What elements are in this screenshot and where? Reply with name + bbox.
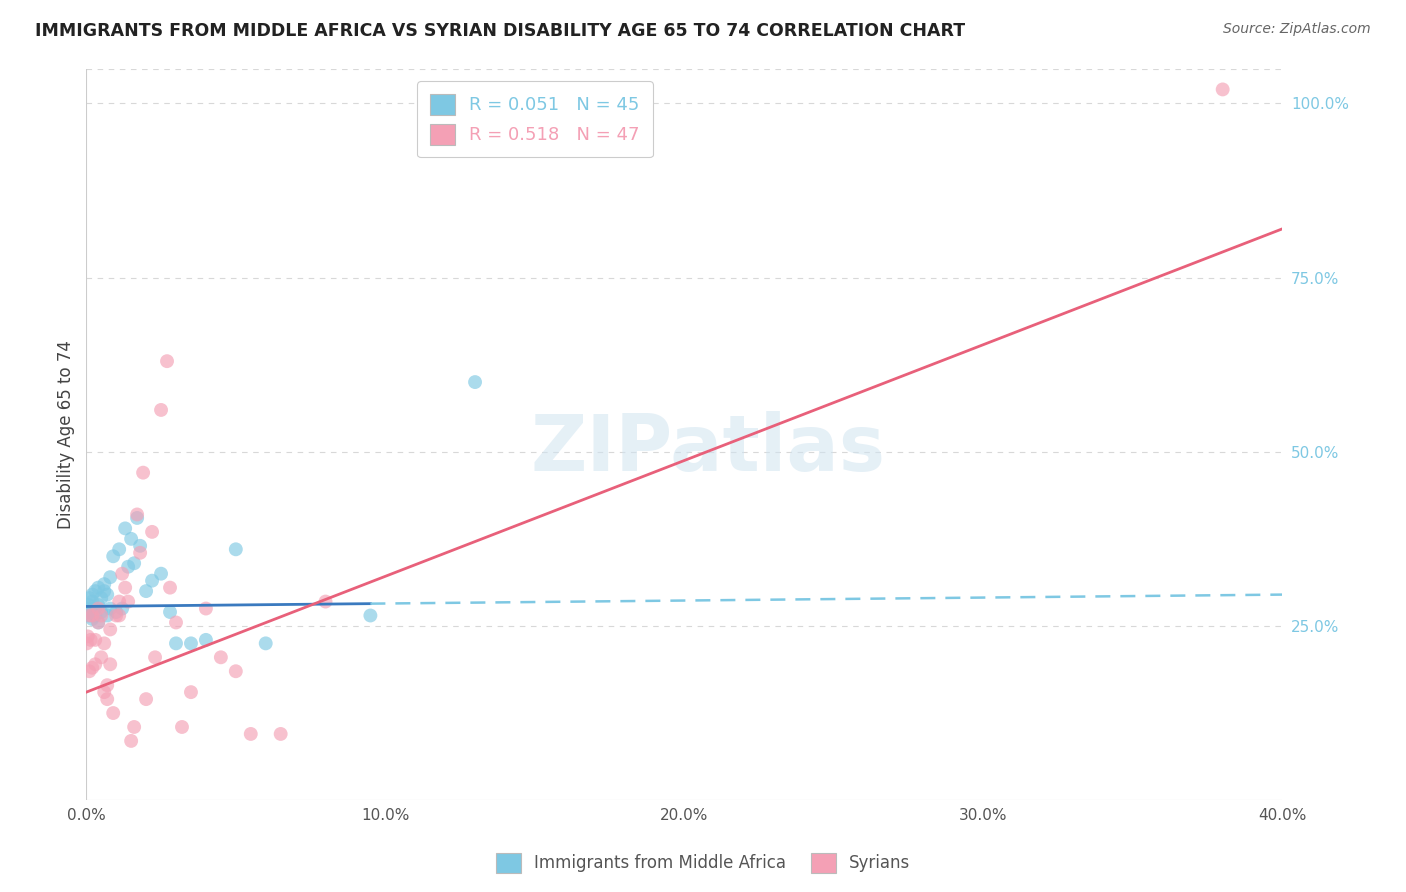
Point (122, 720, 145, 734)
Point (194, 601, 217, 615)
Text: Source: ZipAtlas.com: Source: ZipAtlas.com (1223, 22, 1371, 37)
Point (98, 623, 121, 637)
Point (111, 566, 134, 581)
Point (156, 354, 179, 368)
Point (90, 591, 112, 605)
Point (239, 727, 262, 741)
Point (129, 539, 152, 553)
Point (84, 608, 107, 623)
Point (165, 636, 187, 650)
Point (159, 605, 181, 619)
Point (82, 612, 104, 626)
Point (194, 632, 217, 647)
Point (170, 720, 193, 734)
Point (127, 511, 149, 525)
Point (96, 588, 118, 602)
Point (122, 556, 145, 570)
Point (114, 521, 136, 535)
Point (76, 629, 98, 643)
Point (79, 608, 101, 623)
Point (135, 692, 157, 706)
Point (82, 588, 104, 602)
Point (225, 665, 247, 679)
Point (117, 594, 139, 608)
Point (359, 608, 381, 623)
Point (87, 601, 110, 615)
Point (98, 570, 121, 584)
Point (79, 591, 101, 605)
Point (117, 559, 139, 574)
Point (82, 661, 104, 675)
Point (96, 678, 118, 692)
Point (464, 375, 486, 389)
Point (132, 466, 155, 480)
Point (93, 577, 115, 591)
Point (120, 734, 142, 748)
Point (84, 601, 107, 615)
Point (93, 636, 115, 650)
Point (96, 608, 118, 623)
Point (87, 615, 110, 630)
Point (76, 601, 98, 615)
Point (90, 605, 112, 619)
Point (180, 685, 202, 699)
Point (254, 636, 277, 650)
Point (90, 650, 112, 665)
Point (82, 608, 104, 623)
Point (79, 601, 101, 615)
Point (141, 574, 163, 588)
Point (111, 601, 134, 615)
Point (76, 605, 98, 619)
Point (225, 542, 247, 557)
Point (108, 542, 131, 557)
Point (209, 650, 232, 665)
Point (96, 692, 118, 706)
Point (315, 594, 337, 608)
Text: IMMIGRANTS FROM MIDDLE AFRICA VS SYRIAN DISABILITY AGE 65 TO 74 CORRELATION CHAR: IMMIGRANTS FROM MIDDLE AFRICA VS SYRIAN … (35, 22, 966, 40)
Point (114, 581, 136, 595)
Point (150, 403, 173, 417)
Point (108, 594, 131, 608)
Point (135, 584, 157, 599)
Point (76, 636, 98, 650)
Point (79, 665, 101, 679)
Y-axis label: Disability Age 65 to 74: Disability Age 65 to 74 (58, 340, 75, 529)
Point (90, 608, 112, 623)
Point (150, 566, 173, 581)
Point (80, 632, 103, 647)
Point (143, 650, 166, 665)
Legend: Immigrants from Middle Africa, Syrians: Immigrants from Middle Africa, Syrians (489, 847, 917, 880)
Point (1212, 82, 1234, 96)
Point (87, 581, 110, 595)
Point (98, 601, 121, 615)
Point (165, 615, 187, 630)
Legend: R = 0.051   N = 45, R = 0.518   N = 47: R = 0.051 N = 45, R = 0.518 N = 47 (418, 81, 652, 157)
Point (93, 685, 115, 699)
Point (127, 508, 149, 522)
Point (270, 727, 292, 741)
Point (108, 608, 131, 623)
Point (82, 594, 104, 608)
Text: ZIPatlas: ZIPatlas (531, 411, 886, 487)
Point (105, 608, 128, 623)
Point (93, 584, 115, 599)
Point (77, 598, 100, 612)
Point (103, 706, 125, 720)
Point (180, 636, 202, 650)
Point (105, 605, 128, 619)
Point (79, 608, 101, 623)
Point (80, 605, 103, 619)
Point (159, 581, 181, 595)
Point (84, 657, 107, 672)
Point (87, 615, 110, 630)
Point (84, 632, 107, 647)
Point (103, 549, 125, 564)
Point (98, 657, 121, 672)
Point (141, 524, 163, 539)
Point (129, 546, 152, 560)
Point (120, 532, 142, 546)
Point (84, 584, 107, 599)
Point (87, 598, 110, 612)
